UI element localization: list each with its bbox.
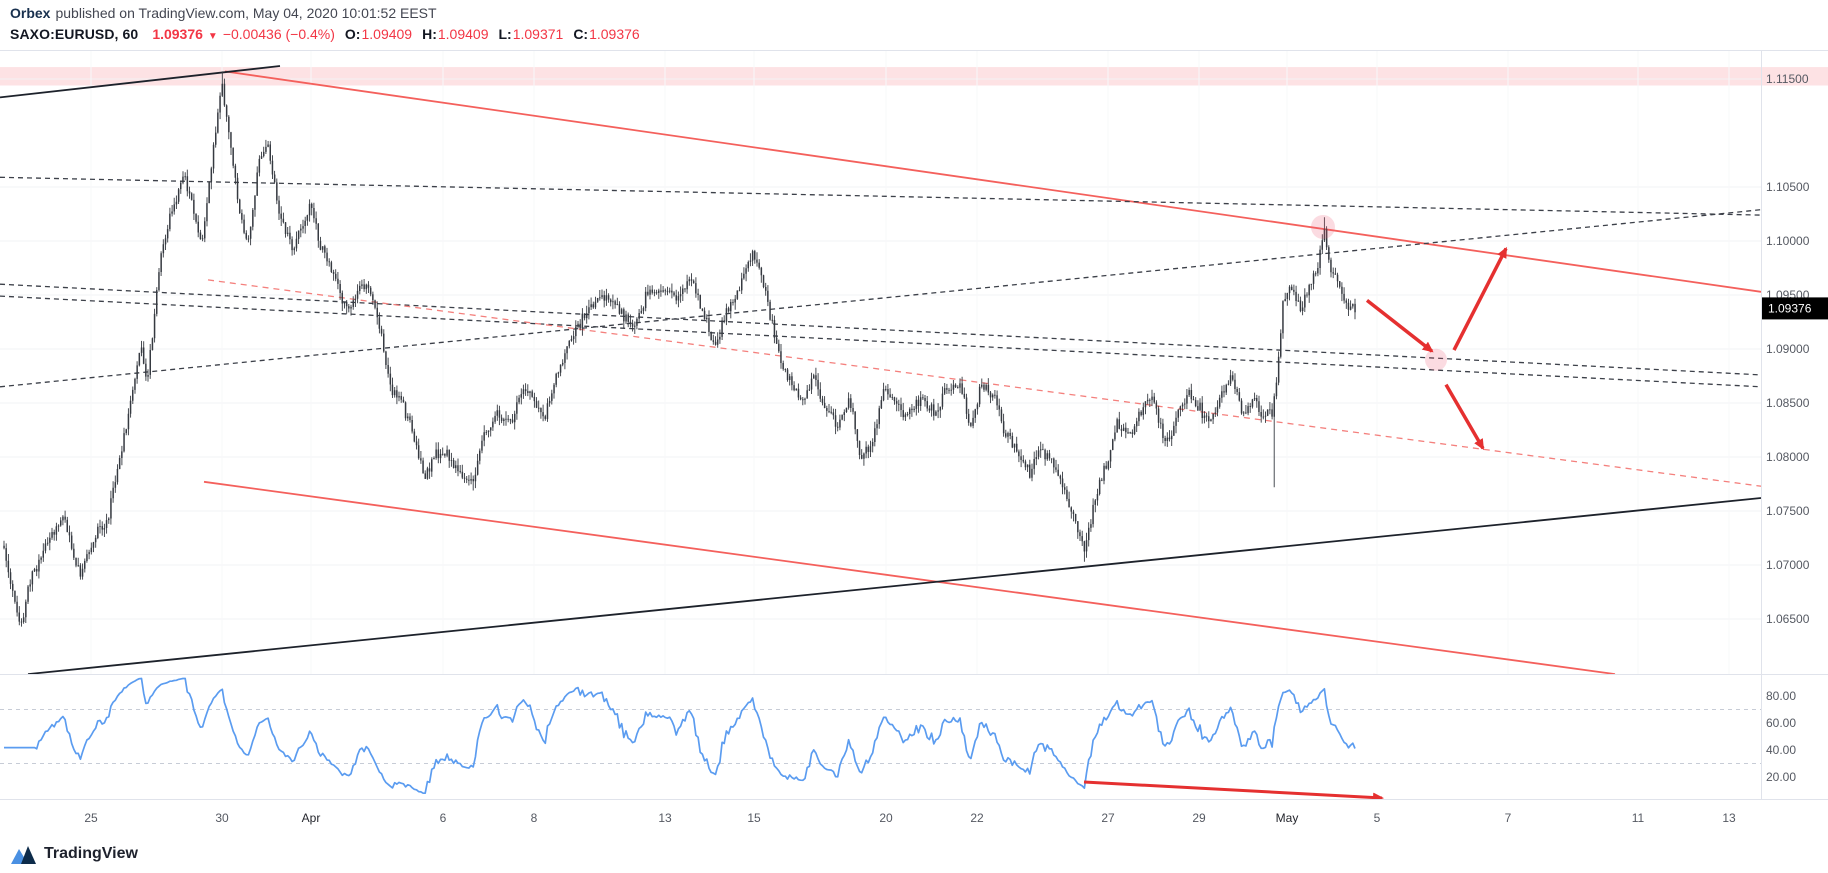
tradingview-logo-icon[interactable] bbox=[10, 844, 37, 865]
rsi-axis-label: 80.00 bbox=[1766, 689, 1796, 703]
ohlc-label: O: bbox=[344, 26, 361, 42]
rsi-projection-arrow bbox=[1083, 780, 1384, 800]
price-axis-label: 1.10000 bbox=[1766, 234, 1810, 248]
ohlc-label: H: bbox=[422, 26, 437, 42]
time-axis-label: 5 bbox=[1373, 811, 1381, 825]
last-price: 1.09376 bbox=[152, 26, 203, 42]
down-triangle-icon: ▼ bbox=[207, 31, 218, 42]
rsi-axis-label: 20.00 bbox=[1766, 770, 1796, 784]
trendline-dash-upper bbox=[0, 176, 1761, 216]
time-axis-label: 13 bbox=[1722, 811, 1736, 825]
time-axis-label: 27 bbox=[1101, 811, 1115, 825]
symbol-bar: SAXO:EURUSD, 60 1.09376 ▼ −0.00436 (−0.4… bbox=[0, 26, 1828, 50]
brand-name[interactable]: TradingView bbox=[44, 845, 138, 862]
trendline-dash-mid-2 bbox=[0, 295, 1761, 388]
price-axis-label: 1.11500 bbox=[1766, 72, 1809, 86]
price-axis-label: 1.08000 bbox=[1766, 450, 1810, 464]
price-axis-label: 1.09000 bbox=[1766, 342, 1810, 356]
time-axis-label: 22 bbox=[970, 811, 984, 825]
projection-arrow bbox=[1444, 383, 1485, 451]
time-axis-label: 6 bbox=[439, 811, 447, 825]
publish-header: Orbex published on TradingView.com, May … bbox=[0, 0, 1828, 26]
rsi-pane bbox=[0, 677, 1761, 800]
price-axis-label: 1.10500 bbox=[1766, 180, 1810, 194]
ohlc-value: 1.09376 bbox=[589, 26, 640, 42]
last-price-badge: 1.09376 bbox=[1762, 297, 1828, 320]
time-axis: 25 30 Apr 6 8 13 15 20 22 27 29 May 5 7 11 13 bbox=[0, 805, 1828, 835]
trendline-black-minor-top bbox=[0, 65, 281, 99]
rsi-axis-label: 40.00 bbox=[1766, 743, 1796, 757]
trendline-dash-rising bbox=[0, 209, 1761, 388]
price-change: −0.00436 (−0.4%) bbox=[222, 26, 335, 42]
time-axis-label: May bbox=[1275, 811, 1299, 825]
price-axis-label: 1.06500 bbox=[1766, 612, 1810, 626]
trendline-dash-red bbox=[207, 279, 1761, 487]
publish-info: published on TradingView.com, May 04, 20… bbox=[55, 5, 437, 21]
projection-arrow bbox=[1452, 246, 1508, 351]
highlight-circle bbox=[1425, 348, 1447, 371]
publisher-name: Orbex bbox=[10, 5, 51, 21]
time-axis-label: 13 bbox=[658, 811, 672, 825]
footer: TradingView bbox=[0, 835, 1828, 873]
badge-bg bbox=[1762, 297, 1828, 320]
trendline-red-channel-top bbox=[224, 70, 1761, 293]
rsi-line bbox=[4, 677, 1356, 795]
time-axis-label: 15 bbox=[747, 811, 761, 825]
price-axis-label: 1.08500 bbox=[1766, 396, 1810, 410]
rsi-axis-label: 60.00 bbox=[1766, 716, 1796, 730]
ohlc-label: L: bbox=[498, 26, 512, 42]
rsi-axis: 80.00 60.00 40.00 20.00 bbox=[1766, 689, 1796, 784]
time-axis-label: 7 bbox=[1504, 811, 1512, 825]
price-gridlines bbox=[0, 50, 1761, 674]
projection-arrow bbox=[1365, 299, 1434, 353]
time-axis-label: 20 bbox=[879, 811, 893, 825]
time-axis-label: 11 bbox=[1631, 811, 1645, 825]
candle-bodies bbox=[3, 83, 1356, 623]
badge-text: 1.09376 bbox=[1768, 301, 1812, 315]
ohlc-value: 1.09371 bbox=[512, 26, 564, 42]
time-axis-label: 25 bbox=[84, 811, 98, 825]
price-axis-label: 1.07000 bbox=[1766, 558, 1810, 572]
candlestick-series bbox=[3, 71, 1356, 627]
trendline-dash-mid-1 bbox=[0, 283, 1761, 376]
symbol-title: SAXO:EURUSD, 60 bbox=[10, 26, 139, 42]
time-axis-label: Apr bbox=[301, 811, 321, 825]
price-axis: 1.115001.105001.100001.095001.090001.085… bbox=[1766, 72, 1810, 626]
trendline-black-support bbox=[27, 497, 1761, 674]
ohlc-value: 1.09409 bbox=[361, 26, 413, 42]
ohlc-value: 1.09409 bbox=[437, 26, 489, 42]
price-axis-label: 1.07500 bbox=[1766, 504, 1810, 518]
time-axis-label: 8 bbox=[530, 811, 538, 825]
ohlc-values: O: 1.09409 H: 1.09409 L: 1.09371 C: 1.09376 bbox=[335, 26, 640, 42]
trendline-red-channel-bottom bbox=[203, 480, 1616, 674]
annotations bbox=[1311, 215, 1508, 451]
resistance-zone bbox=[0, 67, 1828, 86]
ohlc-label: C: bbox=[573, 26, 589, 42]
time-axis-label: 29 bbox=[1192, 811, 1206, 825]
chart-canvas[interactable]: 1.115001.105001.100001.095001.090001.085… bbox=[0, 50, 1828, 800]
highlight-circle bbox=[1311, 215, 1335, 239]
time-axis-label: 30 bbox=[215, 811, 229, 825]
